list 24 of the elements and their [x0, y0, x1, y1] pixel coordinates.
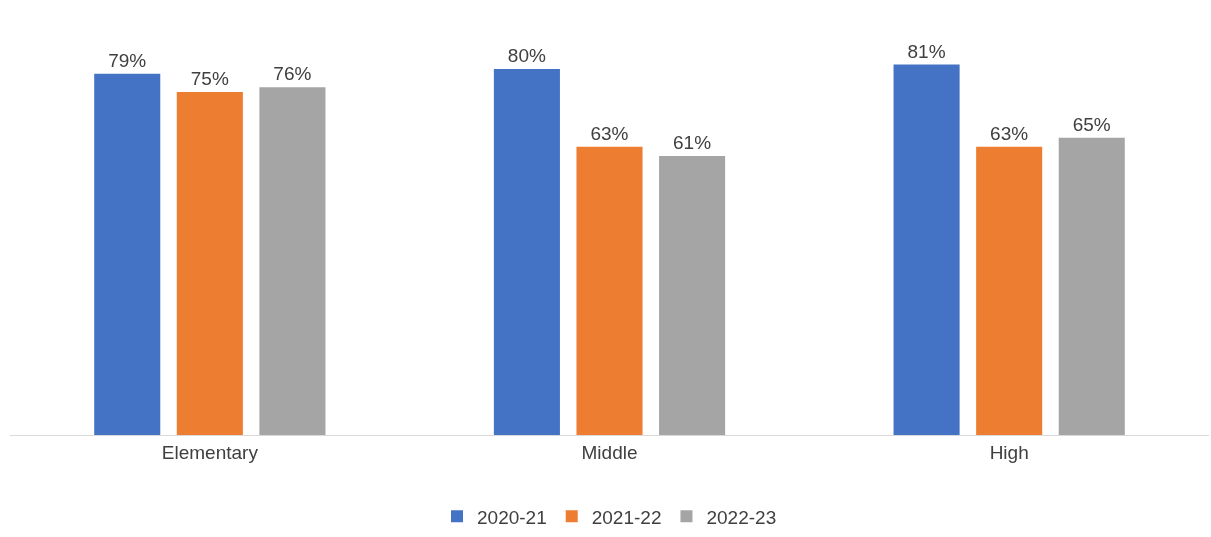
bar [176, 91, 243, 435]
bar [1058, 137, 1125, 435]
bar [659, 155, 726, 435]
data-label: 63% [990, 122, 1029, 144]
x-tick-label: Elementary [161, 441, 259, 463]
bar [94, 73, 161, 435]
data-label: 76% [273, 63, 312, 85]
x-tick-label: Middle [581, 441, 638, 463]
bar [259, 87, 326, 435]
bar [576, 146, 643, 435]
data-label: 61% [673, 131, 712, 153]
bar [976, 146, 1043, 435]
legend-label: 2022-23 [706, 506, 777, 528]
data-label: 65% [1072, 113, 1111, 135]
data-label: 63% [590, 122, 629, 144]
legend-label: 2021-22 [591, 506, 662, 528]
bar [493, 69, 560, 435]
bar [893, 64, 960, 435]
data-label: 79% [108, 49, 147, 71]
data-label: 80% [507, 45, 546, 67]
data-label: 81% [907, 40, 946, 62]
legend-label: 2020-21 [477, 506, 547, 528]
data-label: 75% [190, 67, 229, 89]
x-tick-label: High [989, 441, 1029, 463]
